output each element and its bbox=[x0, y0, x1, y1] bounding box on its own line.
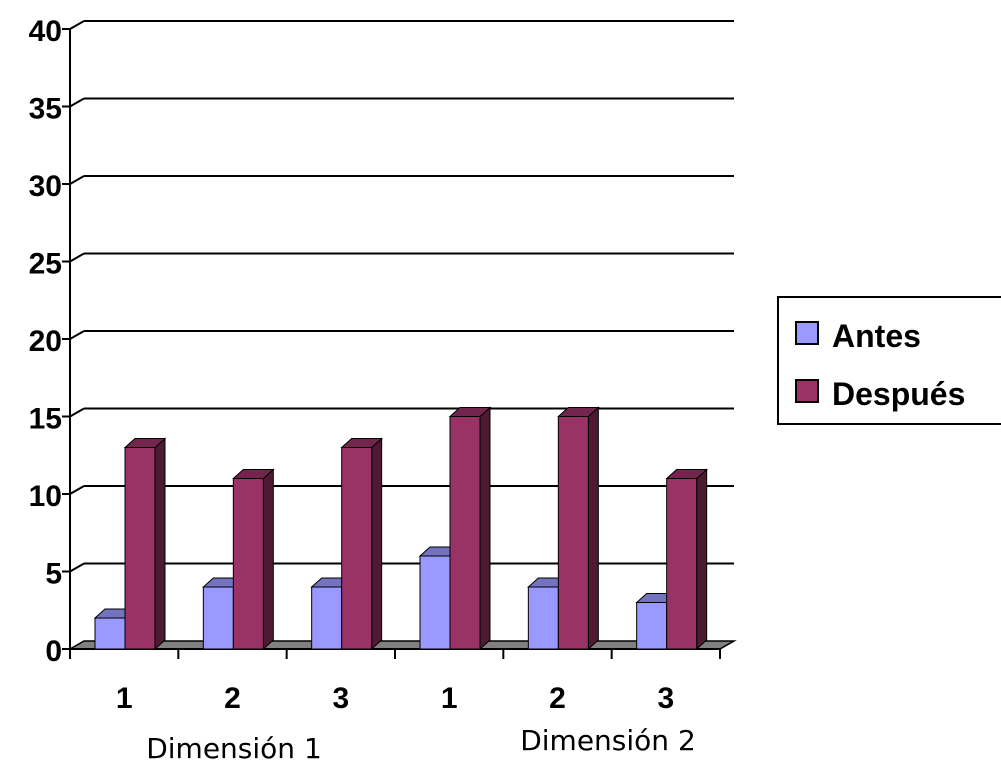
bar-front bbox=[202, 586, 234, 650]
bar-side bbox=[479, 406, 491, 651]
bar-side bbox=[587, 406, 599, 651]
bar-front bbox=[557, 416, 589, 650]
bar-después-6 bbox=[665, 468, 708, 651]
gridline bbox=[69, 252, 85, 263]
gridline bbox=[69, 562, 85, 573]
bar-front bbox=[94, 617, 126, 650]
bar-front bbox=[341, 447, 373, 650]
gridline bbox=[69, 330, 85, 340]
gridline bbox=[69, 20, 85, 30]
x-tick-label: 2 bbox=[224, 682, 241, 715]
legend-label-antes: Antes bbox=[832, 318, 921, 354]
gridlines bbox=[69, 20, 734, 573]
legend: Antes Después bbox=[777, 296, 1001, 425]
x-tick-label: 3 bbox=[657, 682, 674, 715]
bar-side bbox=[696, 468, 708, 651]
chart-floor bbox=[67, 640, 737, 650]
gridline bbox=[69, 485, 85, 495]
bar-side bbox=[371, 437, 383, 651]
group-label: Dimensión 2 bbox=[520, 724, 696, 757]
bar-después-3 bbox=[340, 437, 383, 651]
bar-front bbox=[449, 416, 481, 650]
bar-front bbox=[419, 555, 451, 650]
bar-front bbox=[666, 478, 698, 650]
bar-front bbox=[636, 602, 668, 650]
y-tick-label: 20 bbox=[29, 325, 62, 358]
legend-swatch-despues bbox=[795, 379, 819, 403]
y-tick-label: 0 bbox=[45, 635, 62, 668]
bar-front bbox=[311, 586, 343, 650]
axes bbox=[62, 28, 721, 659]
gridline bbox=[69, 97, 85, 108]
bar-front bbox=[527, 586, 559, 650]
legend-swatch-antes bbox=[795, 321, 819, 345]
bar-después-5 bbox=[557, 406, 600, 651]
bars bbox=[93, 406, 708, 651]
bar-side bbox=[154, 437, 166, 651]
y-tick-label: 25 bbox=[29, 248, 62, 281]
gridline bbox=[69, 407, 85, 418]
x-tick-label: 1 bbox=[116, 682, 133, 715]
x-tick-label: 2 bbox=[549, 682, 566, 715]
bar-side bbox=[262, 468, 274, 651]
y-tick-label: 30 bbox=[29, 170, 62, 203]
y-tick-label: 15 bbox=[29, 403, 62, 436]
bar-después-2 bbox=[232, 468, 275, 651]
group-label: Dimensión 1 bbox=[146, 732, 322, 765]
floor-plane bbox=[67, 640, 737, 650]
x-tick-label: 1 bbox=[441, 682, 458, 715]
y-tick-label: 40 bbox=[29, 15, 62, 48]
legend-label-despues: Después bbox=[832, 376, 965, 412]
y-tick-label: 10 bbox=[29, 480, 62, 513]
bar-front bbox=[232, 478, 264, 650]
bar-front bbox=[124, 447, 156, 650]
bar-después-1 bbox=[123, 437, 167, 651]
y-tick-label: 35 bbox=[29, 93, 62, 126]
x-tick-label: 3 bbox=[332, 682, 349, 715]
y-tick-label: 5 bbox=[45, 558, 62, 591]
bar-después-4 bbox=[448, 406, 492, 651]
gridline bbox=[69, 175, 85, 185]
